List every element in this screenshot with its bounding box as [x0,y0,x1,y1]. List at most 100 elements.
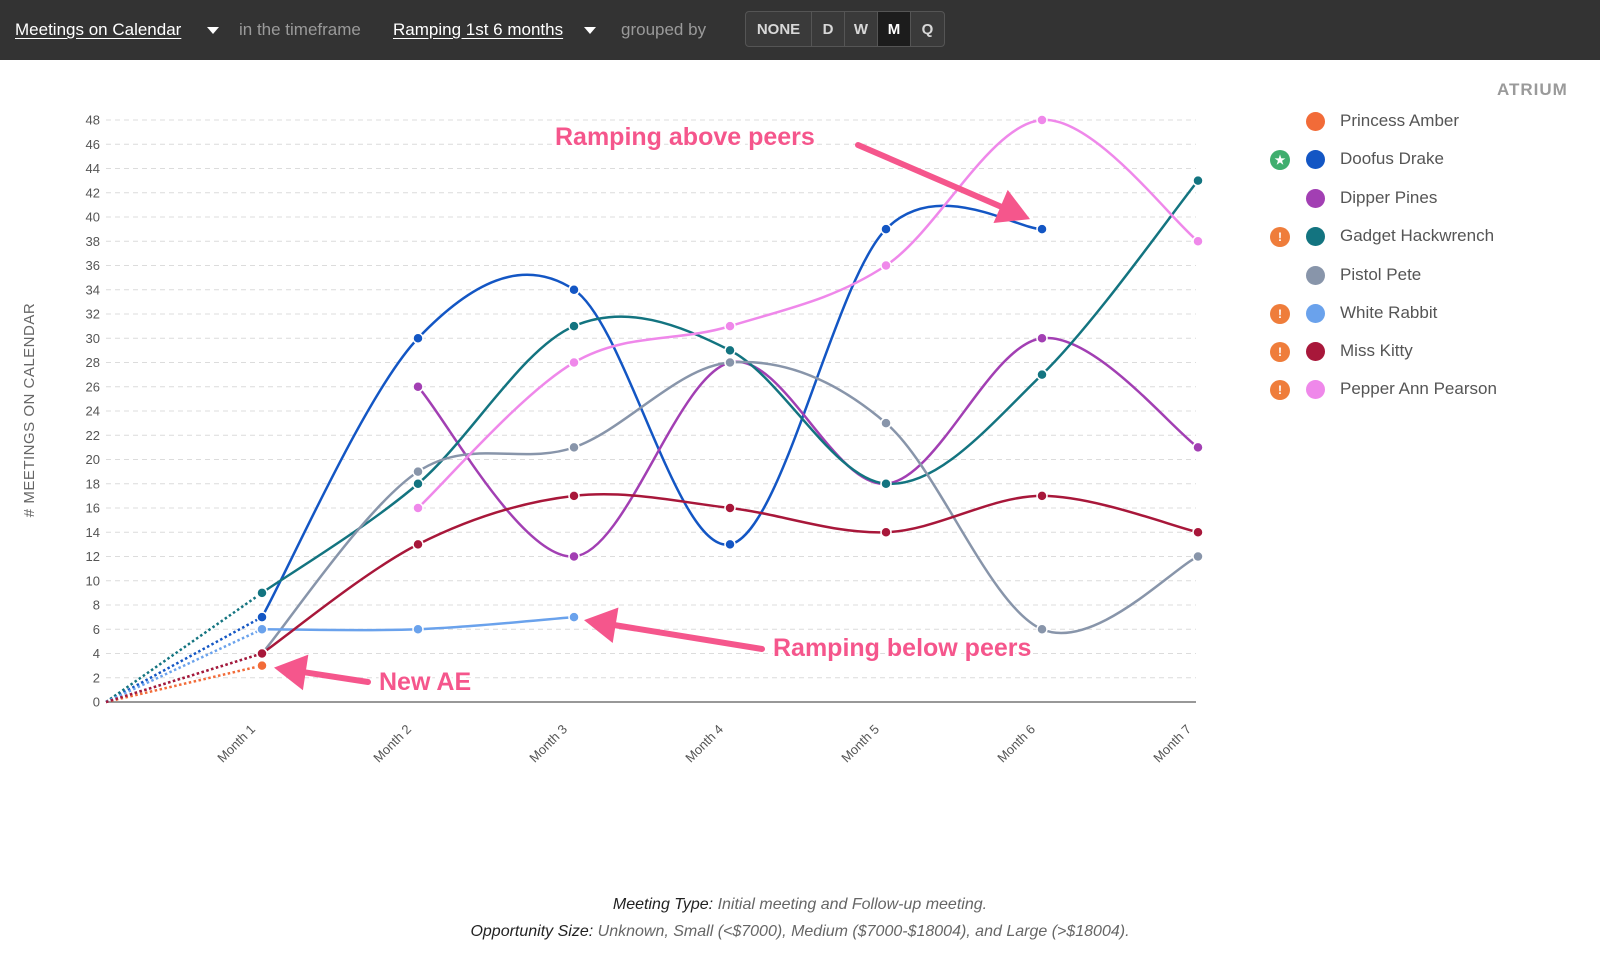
y-tick-label: 30 [86,331,100,346]
data-point [724,538,736,551]
caption-meeting-type: Meeting Type: Initial meeting and Follow… [0,896,1600,914]
data-point [256,623,268,635]
data-point [1192,174,1204,187]
legend-label: Gadget Hackwrench [1340,226,1495,245]
y-tick-label: 40 [86,210,100,225]
data-point [568,320,580,332]
data-point [1192,550,1204,563]
series-doofus-drake [105,204,1048,704]
data-point [1036,490,1048,502]
caption-opportunity-size: Opportunity Size: Unknown, Small (<$7000… [0,923,1600,941]
data-point [412,502,424,514]
annotation-label: Ramping above peers [555,123,815,151]
timeframe-select[interactable]: Ramping 1st 6 months [393,20,564,39]
group-day-button[interactable]: D [812,12,845,46]
y-tick-label: 42 [86,185,100,200]
data-point [1192,235,1204,247]
series-ramp-line [105,616,263,704]
group-month-button[interactable]: M [878,12,911,46]
series-gadget-hackwrench [105,174,1204,704]
data-point [880,259,892,272]
x-tick-label: Month 4 [682,722,726,766]
caption-meeting-type-value: Initial meeting and Follow-up meeting. [717,896,988,913]
legend-item-pepper-ann-pearson[interactable]: ! Pepper Ann Pearson [1270,376,1570,402]
y-tick-label: 26 [86,379,100,394]
data-point [568,490,580,502]
annotation-arrow-shaft [302,669,371,685]
y-tick-label: 0 [93,695,100,710]
y-tick-label: 20 [86,452,100,467]
series-pistol-pete [105,356,1204,704]
data-point [1192,441,1204,454]
y-tick-label: 10 [86,573,100,588]
annotation-arrow-shaft [612,622,765,652]
x-tick-label: Month 7 [1150,722,1194,766]
y-tick-label: 28 [86,355,100,370]
legend-item-miss-kitty[interactable]: ! Miss Kitty [1270,338,1570,364]
annotation-arrow-head [584,607,619,644]
warning-badge-icon: ! [1270,380,1290,400]
legend-label: Pepper Ann Pearson [1340,379,1497,398]
y-tick-label: 14 [86,525,100,540]
annotation-arrow-above-peers [855,142,1030,223]
y-tick-label: 44 [86,161,100,176]
timeframe-dropdown-caret-icon[interactable] [584,27,596,34]
data-point [568,550,580,563]
group-quarter-button[interactable]: Q [921,20,934,38]
data-point [1036,114,1048,126]
series-princess-amber [105,659,268,704]
y-tick-label: 36 [86,258,100,273]
legend-item-princess-amber[interactable]: Princess Amber [1270,108,1570,134]
legend-label: Dipper Pines [1340,188,1438,207]
metric-dropdown-caret-icon[interactable] [207,27,219,34]
series-ramp-line [105,664,263,704]
data-point [568,441,580,454]
y-tick-label: 8 [93,598,100,613]
legend-color-dot [1306,266,1325,285]
y-tick-label: 12 [86,549,100,564]
annotation-arrow-below-peers [584,607,765,652]
series-pepper-ann-pearson [412,114,1204,514]
caption-meeting-type-key: Meeting Type: [612,896,714,913]
data-point [568,284,580,296]
legend-label: Princess Amber [1340,111,1460,130]
x-tick-label: Month 1 [214,722,258,766]
annotation-arrow-shaft [855,142,1004,210]
legend-label: Pistol Pete [1340,265,1422,284]
data-point [724,344,736,357]
data-point [412,465,424,478]
warning-badge-icon: ! [1270,342,1290,362]
group-week-button[interactable]: W [845,12,878,46]
legend-item-doofus-drake[interactable]: ★ Doofus Drake [1270,146,1570,172]
series-line [417,118,1199,509]
data-point [1036,223,1048,235]
data-point [1036,332,1048,344]
data-point [1036,623,1048,635]
series-miss-kitty [105,490,1204,704]
series-ramp-line [105,628,263,704]
series-dipper-pines [412,332,1204,563]
data-point [568,611,580,623]
x-tick-label: Month 6 [994,722,1038,766]
y-tick-label: 46 [86,137,100,152]
meetings-line-chart: 0246810121416182022242628303234363840424… [21,113,1204,766]
x-tick-label: Month 5 [838,722,882,766]
atrium-logo: ATRIUM [1497,80,1568,99]
legend-label: Doofus Drake [1340,149,1444,168]
data-point [1192,526,1204,538]
y-tick-label: 2 [93,670,100,685]
y-tick-label: 18 [86,476,100,491]
data-point [256,611,268,623]
y-tick-label: 4 [93,646,100,661]
series-white-rabbit [105,611,580,704]
series-line [417,336,1199,558]
annotation-label: Ramping below peers [773,634,1031,662]
legend-item-white-rabbit[interactable]: ! White Rabbit [1270,300,1570,326]
legend-color-dot [1306,150,1325,169]
group-none-button[interactable]: NONE [746,12,812,46]
legend-item-dipper-pines[interactable]: Dipper Pines [1270,185,1570,211]
metric-select[interactable]: Meetings on Calendar [15,20,182,39]
legend-item-gadget-hackwrench[interactable]: ! Gadget Hackwrench [1270,223,1570,249]
legend-item-pistol-pete[interactable]: Pistol Pete [1270,262,1570,288]
top-toolbar: Meetings on Calendar in the timeframe Ra… [0,0,1600,60]
